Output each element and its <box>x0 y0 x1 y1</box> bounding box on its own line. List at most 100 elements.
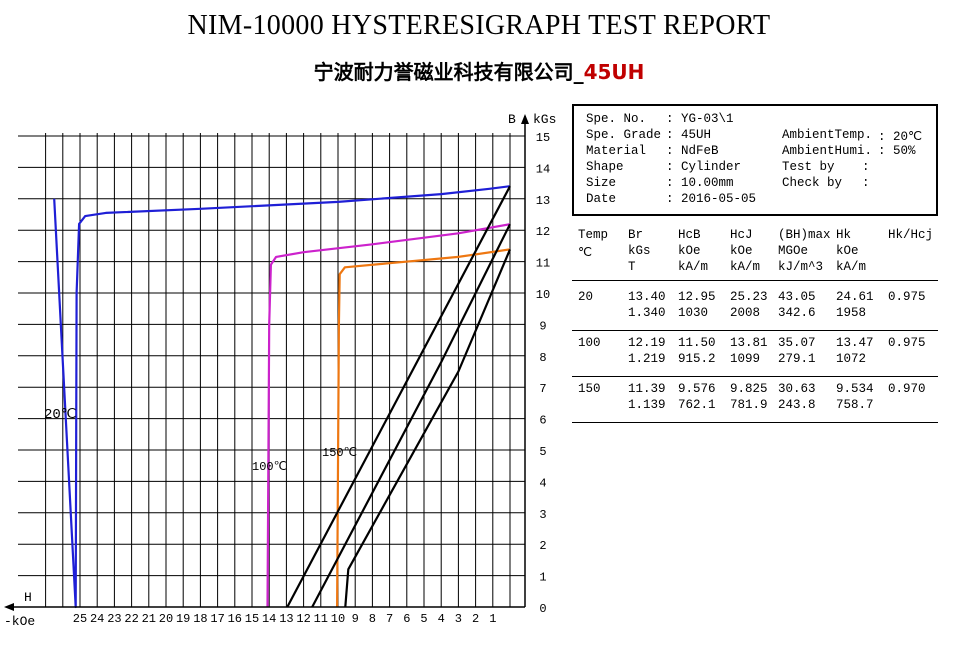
x-tick-label: 3 <box>455 612 462 626</box>
x-tick-label: 12 <box>296 612 310 626</box>
temperature-annotation: 20℃ <box>44 407 77 423</box>
x-tick-label: 23 <box>107 612 121 626</box>
x-tick-label: 5 <box>420 612 427 626</box>
x-tick-label: 19 <box>176 612 190 626</box>
specimen-info-box: Spe. No. : YG-03\1 Spe. Grade : 45UH Mat… <box>572 104 938 216</box>
table-header-cell: HcJ <box>730 228 753 242</box>
ambient-humi-label: AmbientHumi. <box>782 144 873 158</box>
table-cell: 9.825 <box>730 382 768 396</box>
table-header-cell: kJ/m^3 <box>778 260 824 274</box>
check-by-value: : <box>862 176 870 190</box>
table-cell: 1958 <box>836 306 867 320</box>
y-tick-label: 15 <box>536 131 550 145</box>
x-tick-label: 17 <box>210 612 224 626</box>
x-tick-label: 24 <box>90 612 104 626</box>
spe-grade-label: Spe. Grade <box>586 128 662 142</box>
table-divider <box>572 330 938 331</box>
chart-axes <box>4 114 529 611</box>
y-axis-arrow <box>521 114 529 124</box>
y-tick-label: 7 <box>539 382 546 396</box>
material-value: : NdFeB <box>666 144 719 158</box>
chart-grid <box>18 133 525 608</box>
company-name: 宁波耐力誉磁业科技有限公司_ <box>313 60 584 84</box>
table-header-cell: kOe <box>678 244 701 258</box>
table-cell: 342.6 <box>778 306 816 320</box>
table-cell-temp: 20 <box>578 290 594 304</box>
table-cell: 1030 <box>678 306 709 320</box>
table-header-cell: kGs <box>628 244 651 258</box>
curve-100c <box>266 223 511 608</box>
company-line: 宁波耐力誉磁业科技有限公司_45UH <box>0 56 958 85</box>
ambient-temp-value: : 20℃ <box>878 130 923 144</box>
y-tick-label: 13 <box>536 194 550 208</box>
table-cell: 279.1 <box>778 352 816 366</box>
chart-ticks: 25 24 23 22 21 20 19 18 17 16 15 14 13 12 11 10 9 8 7 6 5 4 3 2… <box>4 112 556 629</box>
table-divider <box>572 280 938 281</box>
temperature-annotation: 150℃ <box>322 446 357 460</box>
report-title: NIM-10000 HYSTERESIGRAPH TEST REPORT <box>187 10 771 41</box>
table-cell: 758.7 <box>836 398 874 412</box>
table-cell: 762.1 <box>678 398 716 412</box>
y-tick-label: 0 <box>539 602 546 616</box>
load-line-4 <box>311 223 511 608</box>
y-tick-label: 14 <box>536 162 550 176</box>
load-line-5 <box>344 248 512 608</box>
x-tick-label: 10 <box>331 612 345 626</box>
x-tick-label: 15 <box>245 612 259 626</box>
x-tick-label: 14 <box>262 612 276 626</box>
x-tick-label: 18 <box>193 612 207 626</box>
grade-tag: 45UH <box>583 60 645 84</box>
size-value: : 10.00mm <box>666 176 734 190</box>
y-tick-label: 8 <box>539 351 546 365</box>
table-cell: 1.219 <box>628 352 666 366</box>
table-cell: 12.95 <box>678 290 716 304</box>
table-header-cell: (BH)max <box>778 228 831 242</box>
table-header-cell: HcB <box>678 228 701 242</box>
x-tick-label: 16 <box>228 612 242 626</box>
y-axis-unit: kGs <box>533 112 556 127</box>
y-tick-label: 4 <box>539 476 546 490</box>
table-cell: 13.81 <box>730 336 768 350</box>
table-cell: 1.139 <box>628 398 666 412</box>
y-tick-label: 3 <box>539 508 546 522</box>
date-value: : 2016-05-05 <box>666 192 757 206</box>
x-axis-label: H <box>24 590 32 605</box>
curve-150c <box>336 248 511 608</box>
y-tick-label: 1 <box>539 571 546 585</box>
curve-20c <box>53 185 511 609</box>
table-header-cell: ℃ <box>578 246 593 260</box>
ambient-temp-label: AmbientTemp. <box>782 128 873 142</box>
x-tick-label: 8 <box>369 612 376 626</box>
load-line-3 <box>286 185 511 608</box>
size-label: Size <box>586 176 617 190</box>
x-tick-label: 13 <box>279 612 293 626</box>
table-cell: 9.534 <box>836 382 874 396</box>
table-header-cell: kOe <box>836 244 859 258</box>
y-tick-label: 11 <box>536 257 550 271</box>
temperature-annotation: 100℃ <box>252 460 287 474</box>
y-tick-label: 6 <box>539 414 546 428</box>
y-tick-label: 12 <box>536 225 550 239</box>
table-cell: 2008 <box>730 306 761 320</box>
x-tick-label: 9 <box>352 612 359 626</box>
y-axis-label: B <box>508 112 516 127</box>
table-cell: 43.05 <box>778 290 816 304</box>
table-cell: 0.975 <box>888 290 926 304</box>
x-tick-label: 25 <box>73 612 87 626</box>
table-cell: 25.23 <box>730 290 768 304</box>
chart-annotations: 20℃ 100℃ 150℃ <box>44 407 357 474</box>
table-header-cell: kOe <box>730 244 753 258</box>
x-tick-label: 2 <box>472 612 479 626</box>
table-header-cell: kA/m <box>836 260 867 274</box>
x-tick-label: 11 <box>314 612 328 626</box>
ambient-humi-value: : 50% <box>878 144 916 158</box>
table-cell-temp: 150 <box>578 382 601 396</box>
table-cell: 9.576 <box>678 382 716 396</box>
x-tick-label: 6 <box>403 612 410 626</box>
table-header-cell: Hk/Hcj <box>888 228 934 242</box>
table-cell: 11.50 <box>678 336 716 350</box>
x-tick-label: 1 <box>489 612 496 626</box>
y-tick-label: 9 <box>539 319 546 333</box>
x-tick-label: 4 <box>438 612 445 626</box>
spe-no-label: Spe. No. <box>586 112 647 126</box>
